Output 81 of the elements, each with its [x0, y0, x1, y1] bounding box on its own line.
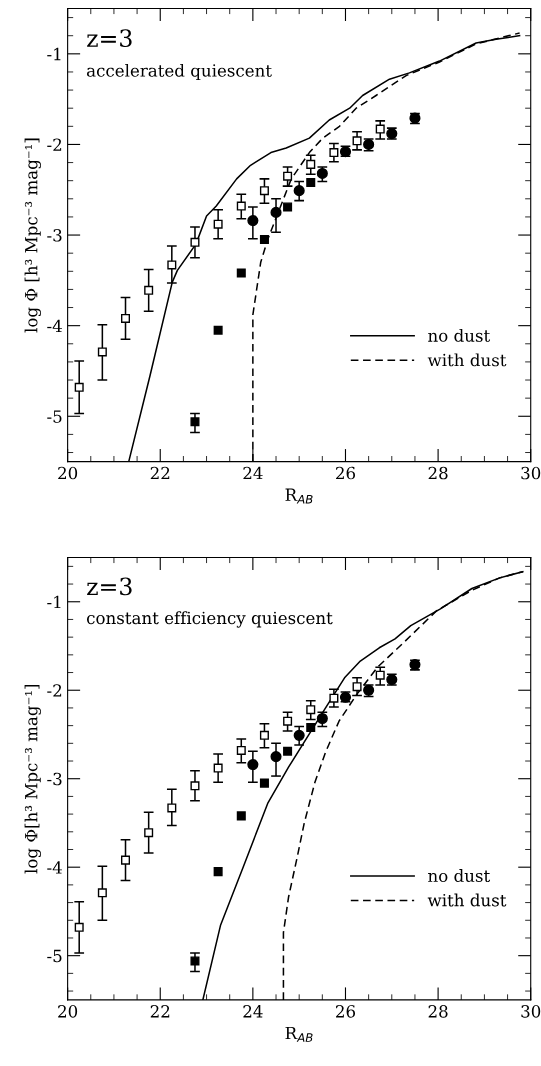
- point: [247, 214, 259, 227]
- legend-label: no dust: [428, 869, 491, 883]
- point: [97, 347, 107, 357]
- point: [213, 325, 223, 335]
- point: [144, 828, 154, 838]
- legend-label: no dust: [428, 328, 491, 342]
- y-tick-label: -5: [47, 949, 62, 963]
- x-axis-title: R$_{AB}$: [285, 1026, 313, 1042]
- y-tick-label: -4: [47, 319, 62, 332]
- point: [316, 167, 328, 179]
- y-tick-label: -5: [47, 410, 62, 423]
- y-tick-label: -4: [47, 861, 62, 874]
- point: [283, 171, 293, 181]
- point: [236, 811, 246, 821]
- point: [190, 417, 200, 427]
- point: [293, 185, 305, 197]
- y-axis-title: log Φ[h³ Mpc⁻³ mag⁻¹]: [24, 684, 41, 874]
- point: [259, 730, 269, 740]
- point: [306, 705, 316, 715]
- point: [213, 219, 223, 229]
- y-tick-label: -2: [47, 138, 62, 151]
- y-tick-label: -1: [47, 47, 61, 61]
- point: [120, 855, 131, 865]
- point: [190, 956, 200, 966]
- point: [236, 201, 246, 211]
- legend-label: with dust: [427, 893, 507, 907]
- x-tick-label: 24: [243, 1005, 263, 1018]
- y-axis-title: log Φ [h³ Mpc⁻³ mag⁻¹]: [24, 138, 41, 333]
- point: [259, 778, 269, 788]
- y-tick-label: -3: [47, 229, 62, 242]
- annotation: constant efficiency quiescent: [86, 611, 333, 628]
- point: [190, 237, 200, 247]
- point: [74, 922, 84, 932]
- x-tick-label: 26: [336, 466, 356, 480]
- point: [167, 803, 177, 813]
- x-tick-label: 30: [521, 466, 541, 480]
- x-tick-label: 30: [521, 1005, 541, 1018]
- point: [259, 186, 269, 196]
- point: [213, 763, 223, 773]
- x-tick-label: 20: [58, 1005, 78, 1018]
- y-tick-label: -1: [47, 595, 61, 609]
- point: [144, 285, 154, 295]
- y-tick-label: -2: [47, 684, 62, 697]
- annotation: z=3: [87, 577, 132, 596]
- point: [306, 722, 316, 732]
- x-tick-label: 22: [150, 1005, 170, 1018]
- point: [74, 382, 84, 392]
- point: [236, 745, 246, 755]
- x-tick-label: 28: [428, 466, 448, 480]
- point: [270, 206, 282, 218]
- y-tick-label: -3: [47, 772, 62, 786]
- point: [283, 202, 293, 212]
- point: [236, 268, 246, 278]
- point: [352, 136, 362, 146]
- point: [306, 177, 316, 188]
- point: [375, 670, 385, 680]
- annotation: z=3: [87, 29, 132, 48]
- point: [190, 781, 200, 791]
- point: [167, 260, 177, 270]
- x-axis-title: R$_{AB}$: [285, 488, 313, 504]
- point: [97, 888, 107, 898]
- point: [283, 716, 293, 726]
- x-tick-label: 20: [58, 466, 78, 480]
- point: [375, 124, 385, 134]
- point: [306, 159, 316, 169]
- point: [329, 693, 339, 703]
- point: [213, 867, 223, 877]
- point: [259, 235, 269, 245]
- point: [247, 759, 259, 771]
- point: [329, 148, 339, 158]
- point: [352, 682, 362, 692]
- point: [120, 313, 131, 323]
- x-tick-label: 28: [428, 1005, 448, 1018]
- point: [270, 751, 282, 763]
- annotation: accelerated quiescent: [86, 63, 272, 81]
- x-tick-label: 26: [336, 1005, 356, 1018]
- x-tick-label: 24: [243, 466, 263, 480]
- point: [283, 746, 293, 756]
- x-tick-label: 22: [150, 466, 170, 480]
- point: [293, 729, 305, 741]
- legend-label: with dust: [427, 353, 507, 367]
